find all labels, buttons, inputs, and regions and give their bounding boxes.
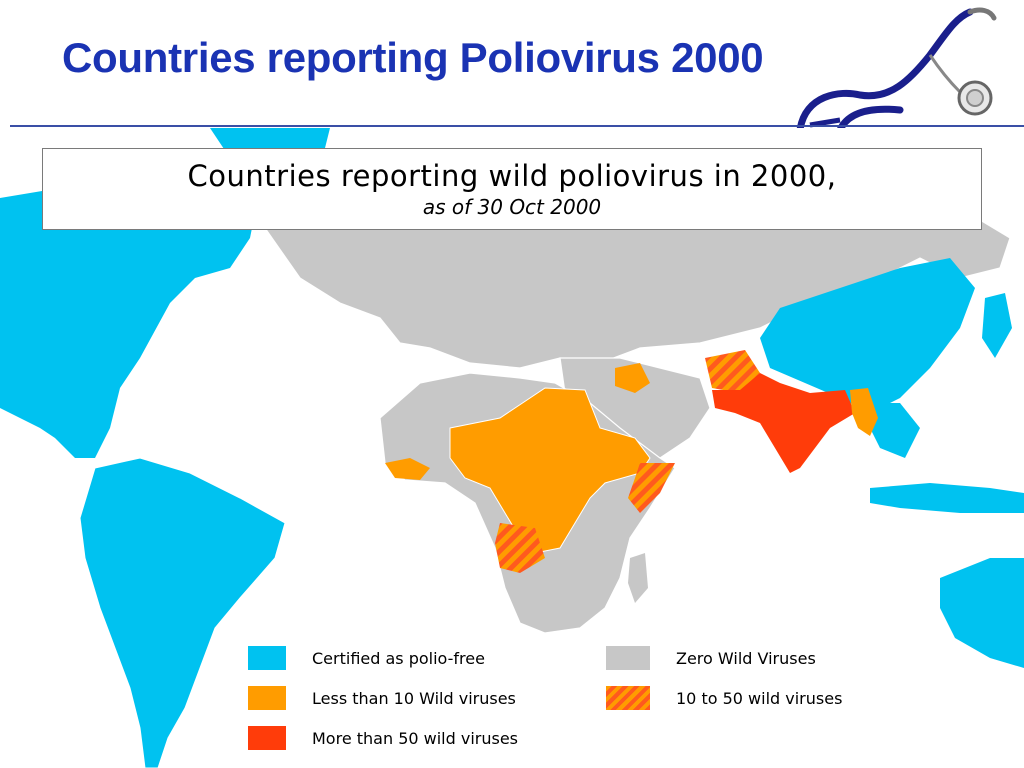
map-legend: Certified as polio-free Less than 10 Wil… [240,640,940,760]
legend-label-less-than-10: Less than 10 Wild viruses [312,688,516,708]
map-caption-title: Countries reporting wild poliovirus in 2… [187,159,837,193]
stethoscope-icon [796,7,997,130]
region-australia [940,558,1024,668]
legend-item-less-than-10: Less than 10 Wild viruses [248,686,516,710]
region-north-america [0,158,260,458]
region-myanmar [850,388,878,436]
legend-swatch-less-than-10 [248,686,286,710]
map-caption-date: as of 30 Oct 2000 [422,195,602,219]
region-south-america [79,457,286,768]
region-afghanistan [705,350,760,393]
legend-item-zero: Zero Wild Viruses [606,646,816,670]
region-africa-affected [449,387,651,554]
region-iraq [615,363,650,393]
region-angola [495,523,545,573]
legend-label-more-than-50: More than 50 wild viruses [312,728,519,748]
legend-swatch-certified [248,646,286,670]
legend-label-zero: Zero Wild Viruses [676,648,816,668]
legend-swatch-more-than-50 [248,726,286,750]
legend-label-10-to-50: 10 to 50 wild viruses [676,688,843,708]
region-south-asia [712,373,855,473]
region-indonesia [870,483,1024,513]
legend-item-certified: Certified as polio-free [248,646,485,670]
region-horn-of-africa [628,463,675,513]
legend-label-certified: Certified as polio-free [312,648,485,668]
region-japan [982,293,1012,358]
legend-swatch-10-to-50 [606,686,650,710]
world-map [0,128,1024,768]
map-caption: Countries reporting wild poliovirus in 2… [42,148,982,230]
region-west-africa-affected [385,458,430,480]
region-madagascar [628,553,648,603]
region-china [760,258,975,413]
legend-swatch-zero [606,646,650,670]
legend-item-10-to-50: 10 to 50 wild viruses [606,686,842,710]
slide-title: Countries reporting Poliovirus 2000 [62,34,764,81]
legend-item-more-than-50: More than 50 wild viruses [248,726,518,750]
title-divider [10,125,1024,127]
